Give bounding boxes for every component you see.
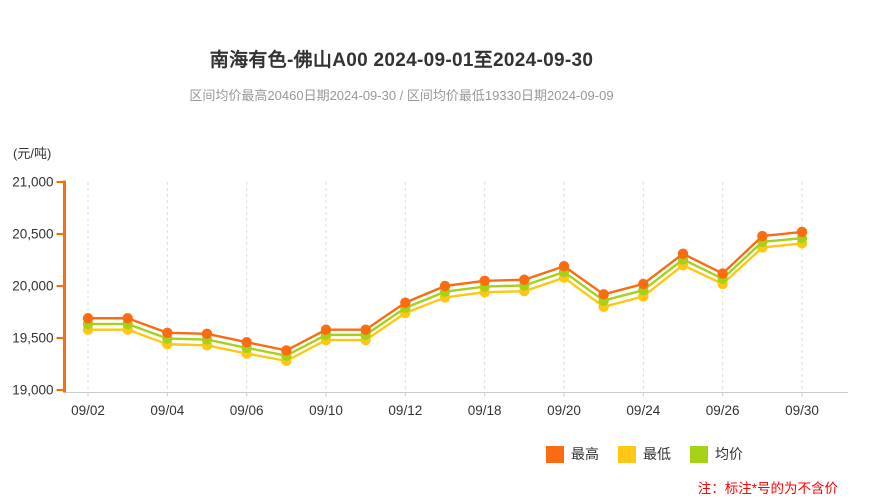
svg-text:19,500: 19,500: [12, 331, 53, 346]
svg-text:09/04: 09/04: [150, 403, 184, 418]
chart-subtitle: 区间均价最高20460日期2024-09-30 / 区间均价最低19330日期2…: [189, 88, 614, 103]
y-axis-unit-label: (元/吨): [13, 146, 52, 161]
svg-text:09/18: 09/18: [468, 403, 502, 418]
legend-swatch-low-icon: [618, 445, 636, 463]
svg-text:09/26: 09/26: [706, 403, 740, 418]
legend-item-avg: 均价: [690, 444, 743, 464]
svg-text:09/10: 09/10: [309, 403, 343, 418]
svg-text:19,000: 19,000: [12, 383, 53, 398]
legend-item-high: 最高: [546, 444, 599, 464]
footnote: 注：标注*号的为不含价: [697, 481, 838, 496]
svg-text:09/20: 09/20: [547, 403, 581, 418]
legend-swatch-high-icon: [546, 445, 564, 463]
legend-swatch-avg-icon: [690, 445, 708, 463]
svg-text:09/12: 09/12: [388, 403, 422, 418]
svg-text:09/24: 09/24: [626, 403, 660, 418]
chart-title: 南海有色-佛山A00 2024-09-01至2024-09-30: [209, 50, 594, 71]
chart-legend: 最高 最低 均价: [546, 444, 743, 464]
svg-text:20,500: 20,500: [12, 227, 53, 242]
svg-text:09/06: 09/06: [230, 403, 264, 418]
legend-label-low: 最低: [643, 446, 671, 462]
legend-item-low: 最低: [618, 444, 671, 464]
legend-label-high: 最高: [571, 446, 599, 462]
svg-text:20,000: 20,000: [12, 279, 53, 294]
legend-label-avg: 均价: [715, 446, 743, 462]
svg-text:09/02: 09/02: [71, 403, 105, 418]
svg-text:09/30: 09/30: [785, 403, 819, 418]
svg-text:21,000: 21,000: [12, 175, 53, 190]
